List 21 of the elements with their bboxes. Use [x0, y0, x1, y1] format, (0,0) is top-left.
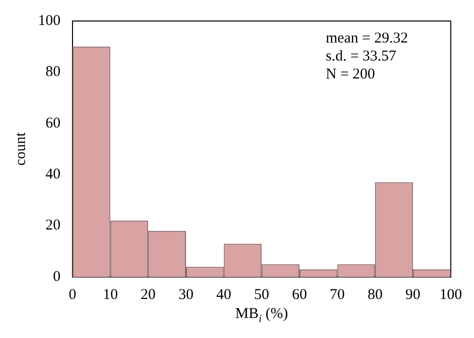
x-tick-label: 60: [292, 286, 307, 303]
x-tick-label: 70: [330, 286, 345, 303]
y-tick-label: 80: [46, 64, 60, 80]
x-tick-label: 50: [254, 286, 270, 303]
x-tick-label: 40: [216, 286, 232, 303]
y-tick-label: 60: [46, 115, 60, 132]
y-tick-label: 40: [46, 166, 60, 183]
annotation: mean = 29.32: [326, 30, 408, 46]
x-tick-label: 80: [368, 286, 383, 303]
y-axis-title: count: [12, 132, 29, 166]
x-tick-label: 100: [440, 286, 462, 303]
x-tick-label: 20: [140, 286, 156, 303]
y-tick-label: 0: [53, 268, 60, 285]
x-tick-label: 90: [405, 286, 420, 303]
x-tick-label: 10: [102, 286, 118, 303]
x-tick-label: 0: [68, 286, 76, 303]
annotation: N = 200: [326, 66, 376, 82]
annotation: s.d. = 33.57: [326, 48, 397, 64]
y-tick-label: 100: [38, 12, 60, 29]
y-tick-label: 20: [46, 218, 60, 234]
x-tick-label: 30: [178, 286, 194, 303]
